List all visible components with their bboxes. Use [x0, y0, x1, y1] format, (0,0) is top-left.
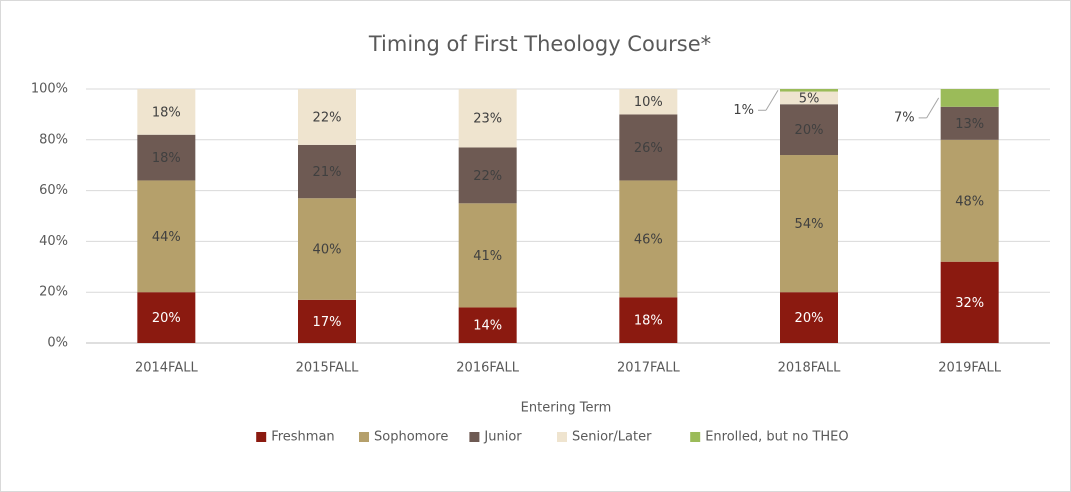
legend-label: Junior	[483, 430, 522, 445]
y-tick-label: 80%	[39, 132, 68, 147]
x-tick-label: 2016FALL	[456, 361, 520, 376]
data-label: 46%	[634, 232, 663, 247]
data-label: 13%	[955, 117, 984, 132]
data-label: 21%	[313, 165, 342, 180]
y-tick-label: 0%	[47, 336, 68, 351]
x-axis-label: Entering Term	[521, 401, 612, 416]
bar-segment	[137, 292, 196, 343]
bar-segment	[619, 180, 678, 298]
data-label: 32%	[955, 296, 984, 311]
bar-segment	[298, 89, 356, 145]
leader-line	[926, 97, 940, 119]
leader-line	[765, 90, 779, 111]
data-label: 7%	[894, 110, 915, 125]
data-label: 44%	[152, 230, 181, 245]
legend-swatch	[469, 432, 480, 442]
legend-swatch	[359, 432, 369, 442]
legend-label: Freshman	[271, 430, 334, 445]
bar-segment	[619, 297, 678, 343]
bar-segment	[458, 89, 517, 148]
data-label: 20%	[795, 123, 824, 138]
bar-segment	[458, 307, 517, 343]
bar-segment	[298, 198, 356, 300]
bar-segment	[619, 89, 678, 115]
data-label: 23%	[473, 112, 502, 127]
legend-label: Enrolled, but no THEO	[705, 430, 848, 445]
chart-title: Timing of First Theology Course*	[368, 32, 711, 56]
legend-swatch	[256, 432, 267, 442]
bar-segment	[940, 139, 999, 262]
bar-segment	[619, 114, 678, 181]
data-label: 10%	[634, 95, 663, 110]
bar-segment	[137, 89, 196, 135]
bar-segment	[298, 299, 356, 343]
bar-segment	[940, 89, 999, 107]
data-label: 40%	[313, 243, 342, 258]
y-tick-label: 40%	[39, 234, 68, 249]
y-tick-label: 20%	[39, 285, 68, 300]
y-tick-label: 60%	[39, 183, 68, 198]
data-label: 22%	[313, 110, 342, 125]
legend-swatch	[690, 432, 701, 442]
bar-segment	[780, 155, 838, 293]
y-tick-label: 100%	[31, 82, 68, 97]
data-label: 26%	[634, 141, 663, 156]
data-label: 17%	[313, 315, 342, 330]
data-label: 1%	[733, 103, 754, 118]
data-label: 18%	[152, 105, 181, 120]
bar-segment	[137, 134, 196, 181]
data-label: 18%	[634, 314, 663, 329]
bar-segment	[780, 104, 838, 156]
bar-segment	[458, 203, 517, 308]
x-tick-label: 2018FALL	[778, 361, 842, 376]
x-tick-label: 2017FALL	[617, 361, 681, 376]
x-tick-label: 2015FALL	[296, 361, 360, 376]
data-label: 18%	[152, 151, 181, 166]
legend-swatch	[557, 432, 567, 442]
legend-label: Sophomore	[374, 430, 448, 445]
x-tick-label: 2019FALL	[938, 361, 1002, 376]
data-label: 22%	[473, 169, 502, 184]
bar-segment	[137, 180, 196, 293]
bar-segment	[940, 106, 999, 140]
bar-segment	[298, 144, 356, 199]
x-tick-label: 2014FALL	[135, 361, 199, 376]
data-label: 41%	[473, 249, 502, 264]
data-label: 5%	[799, 91, 820, 106]
data-label: 20%	[152, 311, 181, 326]
data-label: 14%	[473, 319, 502, 334]
data-label: 20%	[795, 311, 824, 326]
data-label: 54%	[795, 217, 824, 232]
data-label: 48%	[955, 194, 984, 209]
bar-segment	[458, 147, 517, 204]
legend-label: Senior/Later	[572, 430, 652, 445]
bar-segment	[780, 91, 838, 105]
bar-segment	[780, 89, 838, 92]
bar-segment	[780, 292, 838, 343]
bar-segment	[940, 261, 999, 343]
